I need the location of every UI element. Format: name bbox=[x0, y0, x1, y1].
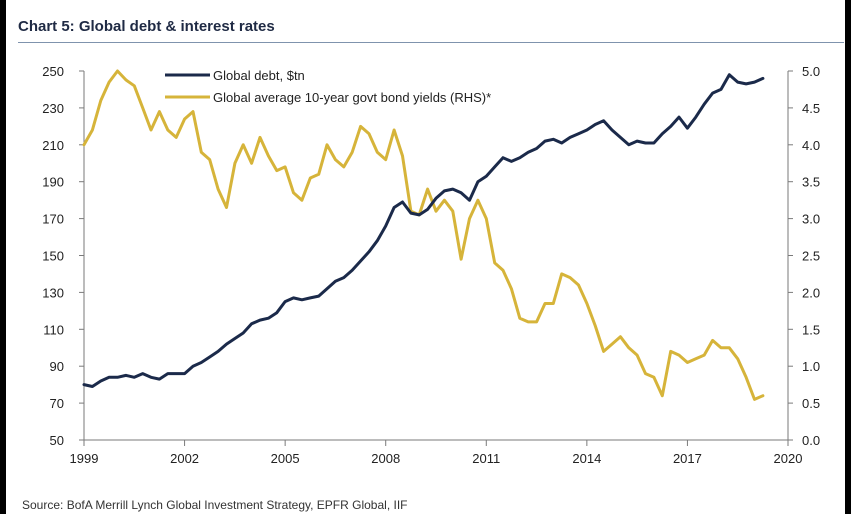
right-tick-label: 1.0 bbox=[802, 359, 820, 374]
left-tick-label: 110 bbox=[43, 322, 64, 337]
series-group bbox=[82, 69, 765, 401]
right-tick-label: 4.5 bbox=[802, 101, 820, 116]
x-tick-label: 2011 bbox=[472, 451, 500, 466]
legend-debt-label: Global debt, $tn bbox=[213, 68, 305, 83]
x-tick-label: 2005 bbox=[271, 451, 300, 466]
right-tick-label: 3.5 bbox=[802, 175, 820, 190]
axes-group: 250 230 210 190 170 150 130 110 90 70 50 5.0 4.5 4.0 3… bbox=[42, 64, 820, 466]
left-tick-label: 50 bbox=[50, 433, 64, 448]
x-tick-label: 2017 bbox=[673, 451, 702, 466]
chart-title: Chart 5: Global debt & interest rates bbox=[18, 18, 275, 35]
right-tick-label: 2.5 bbox=[802, 249, 820, 264]
yield-series-line bbox=[82, 69, 765, 401]
x-tick-label: 2020 bbox=[774, 451, 803, 466]
legend: Global debt, $tn Global average 10-year g… bbox=[165, 68, 491, 105]
right-tick-label: 0.0 bbox=[802, 433, 820, 448]
x-tick-label: 2002 bbox=[170, 451, 199, 466]
left-black-border bbox=[0, 0, 6, 514]
right-tick-label: 4.0 bbox=[802, 138, 820, 153]
legend-yields-label: Global average 10-year govt bond yields … bbox=[213, 90, 491, 105]
left-tick-label: 170 bbox=[42, 212, 64, 227]
left-tick-label: 130 bbox=[42, 285, 64, 300]
left-tick-label: 90 bbox=[50, 359, 64, 374]
right-black-border bbox=[845, 0, 851, 514]
debt-series-line bbox=[82, 73, 765, 388]
x-tick-label: 2008 bbox=[371, 451, 400, 466]
x-tick-label: 2014 bbox=[572, 451, 601, 466]
left-tick-label: 70 bbox=[50, 396, 64, 411]
right-tick-label: 0.5 bbox=[802, 396, 820, 411]
left-tick-label: 150 bbox=[42, 249, 64, 264]
x-tick-label: 1999 bbox=[70, 451, 99, 466]
left-tick-label: 250 bbox=[42, 64, 64, 79]
right-tick-label: 3.0 bbox=[802, 212, 820, 227]
left-tick-label: 210 bbox=[42, 138, 64, 153]
right-tick-label: 2.0 bbox=[802, 285, 820, 300]
left-tick-label: 230 bbox=[42, 101, 64, 116]
right-tick-label: 5.0 bbox=[802, 64, 820, 79]
left-tick-label: 190 bbox=[42, 175, 64, 190]
right-tick-label: 1.5 bbox=[802, 322, 820, 337]
source-note: Source: BofA Merrill Lynch Global Invest… bbox=[22, 498, 408, 512]
title-divider bbox=[18, 42, 844, 43]
